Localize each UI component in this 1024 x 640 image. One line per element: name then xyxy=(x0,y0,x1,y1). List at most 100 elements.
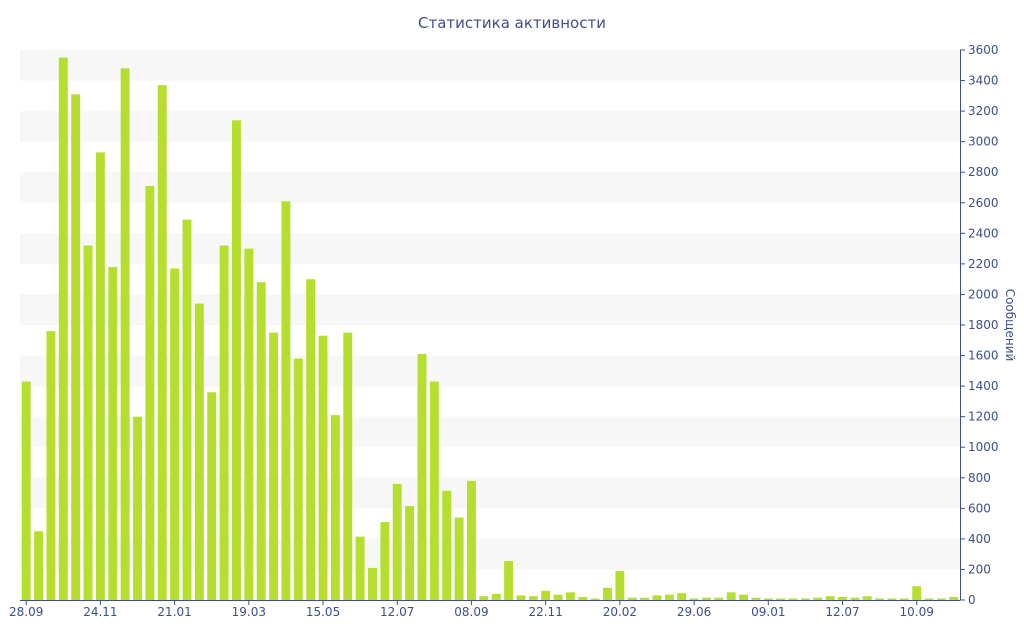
bar xyxy=(800,598,810,600)
bar xyxy=(565,592,575,600)
bar xyxy=(491,593,501,600)
bar xyxy=(34,531,44,600)
bar xyxy=(293,358,303,600)
bar xyxy=(528,596,538,600)
bar xyxy=(231,120,241,600)
bar xyxy=(392,483,402,600)
bar xyxy=(652,595,662,600)
x-tick-label: 29.06 xyxy=(677,605,711,619)
y-tick-label: 2200 xyxy=(968,257,999,271)
bar xyxy=(850,597,860,600)
x-tick-label: 12.07 xyxy=(380,605,414,619)
bar xyxy=(788,598,798,600)
bar xyxy=(516,595,526,600)
y-tick-label: 1800 xyxy=(968,318,999,332)
bar xyxy=(862,596,872,600)
x-tick-label: 09.01 xyxy=(751,605,785,619)
bar xyxy=(108,266,118,600)
x-tick-label: 28.09 xyxy=(9,605,43,619)
bar xyxy=(949,596,959,600)
bar xyxy=(46,331,56,600)
bar xyxy=(578,596,588,600)
bar xyxy=(924,598,934,600)
y-tick-label: 2000 xyxy=(968,287,999,301)
bar xyxy=(429,381,439,600)
bar xyxy=(442,490,452,600)
y-tick-label: 200 xyxy=(968,562,991,576)
bar xyxy=(813,597,823,600)
bar-series xyxy=(21,57,959,601)
x-tick-label: 19.03 xyxy=(232,605,266,619)
y-tick-label: 600 xyxy=(968,501,991,515)
bar xyxy=(751,597,761,600)
bar xyxy=(714,597,724,600)
bar xyxy=(83,245,93,600)
bar xyxy=(21,381,31,600)
bar xyxy=(875,598,885,600)
bar xyxy=(157,85,167,600)
bar xyxy=(838,596,847,600)
y-axis-label: Сообщений xyxy=(1003,289,1017,362)
bar xyxy=(269,332,279,600)
bar xyxy=(368,567,377,600)
bar xyxy=(120,68,130,600)
x-tick-label: 08.09 xyxy=(454,605,488,619)
x-tick-label: 10.09 xyxy=(900,605,934,619)
y-tick-label: 400 xyxy=(968,532,991,546)
y-tick-label: 3400 xyxy=(968,74,999,88)
bar xyxy=(405,506,415,600)
bar xyxy=(466,480,476,600)
y-tick-label: 3600 xyxy=(968,43,999,57)
bar xyxy=(887,598,897,600)
bar xyxy=(899,598,909,600)
bar xyxy=(776,598,786,600)
x-tick-label: 24.11 xyxy=(83,605,117,619)
bar xyxy=(726,592,736,600)
bar xyxy=(479,596,489,600)
y-tick-label: 3200 xyxy=(968,104,999,118)
grid-band xyxy=(20,50,960,81)
bar xyxy=(912,586,922,600)
x-tick-label: 15.05 xyxy=(306,605,340,619)
chart-title: Статистика активности xyxy=(418,14,606,32)
bar xyxy=(170,268,180,600)
y-tick-label: 1200 xyxy=(968,410,999,424)
bar xyxy=(95,152,105,601)
bar xyxy=(306,279,316,600)
bar xyxy=(627,597,637,600)
bar xyxy=(71,94,81,600)
y-tick-label: 2400 xyxy=(968,226,999,240)
bar xyxy=(664,594,674,600)
bar xyxy=(256,282,266,600)
bar xyxy=(219,245,229,600)
bar xyxy=(281,201,291,600)
x-tick-label: 21.01 xyxy=(157,605,191,619)
bar xyxy=(615,570,625,600)
y-tick-label: 1000 xyxy=(968,440,999,454)
bar xyxy=(825,596,835,600)
bar xyxy=(689,598,699,600)
y-tick-label: 2600 xyxy=(968,196,999,210)
y-axis: 0 200 400 600 800 1000 1200 1400 1600 1800 2000 220… xyxy=(960,43,999,607)
y-tick-label: 3000 xyxy=(968,135,999,149)
y-tick-label: 800 xyxy=(968,471,991,485)
bar xyxy=(207,392,217,600)
bar xyxy=(504,561,514,600)
bar xyxy=(330,415,340,600)
grid-band xyxy=(20,111,960,142)
bar xyxy=(318,335,328,600)
bar xyxy=(701,597,711,600)
bar xyxy=(133,416,142,600)
y-tick-label: 1600 xyxy=(968,349,999,363)
bar xyxy=(380,522,390,600)
y-tick-label: 2800 xyxy=(968,165,999,179)
bar xyxy=(936,598,946,600)
bar xyxy=(454,517,464,600)
y-tick-label: 0 xyxy=(968,593,976,607)
bar xyxy=(58,57,68,600)
bar xyxy=(145,185,155,600)
bar xyxy=(417,354,427,600)
y-tick-label: 1400 xyxy=(968,379,999,393)
